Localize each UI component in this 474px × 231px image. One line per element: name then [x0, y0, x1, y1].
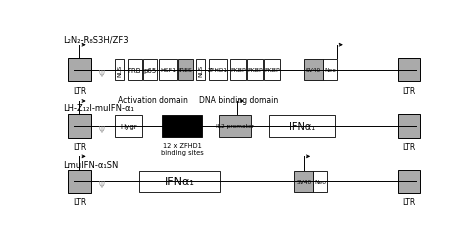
Bar [264, 60, 280, 81]
Bar [128, 60, 142, 81]
Bar [294, 171, 313, 192]
Bar [115, 60, 125, 81]
Bar [163, 116, 202, 137]
Text: IFNα₁: IFNα₁ [165, 176, 195, 187]
Text: Neo: Neo [314, 179, 327, 184]
Bar [313, 171, 328, 192]
Text: IL2 promoter: IL2 promoter [216, 124, 254, 129]
Text: HSF1: HSF1 [160, 68, 176, 73]
Bar [398, 115, 420, 138]
Text: LTR: LTR [402, 86, 416, 95]
Bar [68, 59, 91, 82]
Text: 12 x ZFHD1
binding sites: 12 x ZFHD1 binding sites [161, 143, 204, 155]
Bar [323, 60, 337, 81]
Text: LTR: LTR [402, 198, 416, 207]
Bar [247, 60, 263, 81]
Text: FKBP: FKBP [264, 68, 280, 73]
Text: IRES: IRES [178, 68, 192, 73]
Bar [196, 60, 205, 81]
Text: Ψ: Ψ [99, 70, 104, 79]
Text: DNA binding domain: DNA binding domain [199, 95, 278, 104]
Bar [209, 60, 227, 81]
Bar [159, 60, 177, 81]
Text: SV40: SV40 [306, 68, 321, 73]
Bar [219, 116, 251, 137]
Bar [178, 60, 192, 81]
Text: LTR: LTR [73, 143, 86, 151]
Text: Neo: Neo [324, 68, 336, 73]
Text: FKBP: FKBP [230, 68, 246, 73]
Bar [143, 60, 157, 81]
Bar [230, 60, 246, 81]
Bar [68, 170, 91, 193]
Text: Ψ: Ψ [99, 181, 104, 190]
Text: LTR: LTR [73, 86, 86, 95]
Text: IFNα₁: IFNα₁ [289, 122, 315, 131]
Bar [398, 59, 420, 82]
Text: Activation domain: Activation domain [118, 95, 188, 104]
Bar [304, 60, 323, 81]
Text: LH-Z₁₂I-mulFN-α₁: LH-Z₁₂I-mulFN-α₁ [63, 103, 134, 112]
Bar [139, 171, 220, 192]
Text: LTR: LTR [73, 198, 86, 207]
Text: FKBP: FKBP [247, 68, 263, 73]
Bar [398, 170, 420, 193]
Bar [269, 116, 335, 137]
Text: LmuIFN-α₁SN: LmuIFN-α₁SN [63, 160, 118, 169]
Text: p65: p65 [144, 67, 157, 73]
Text: L₂N₂-R₈S3H/ZF3: L₂N₂-R₈S3H/ZF3 [63, 36, 128, 45]
Text: FRB: FRB [128, 67, 141, 73]
Text: LTR: LTR [402, 143, 416, 151]
Text: NLS: NLS [118, 64, 122, 76]
Bar [68, 115, 91, 138]
Bar [115, 116, 142, 137]
Text: Hygr: Hygr [120, 123, 137, 129]
Text: Ψ: Ψ [99, 125, 104, 134]
Text: SV40: SV40 [296, 179, 311, 184]
Text: ZFHD1: ZFHD1 [208, 68, 228, 73]
Text: NLS: NLS [198, 64, 203, 76]
